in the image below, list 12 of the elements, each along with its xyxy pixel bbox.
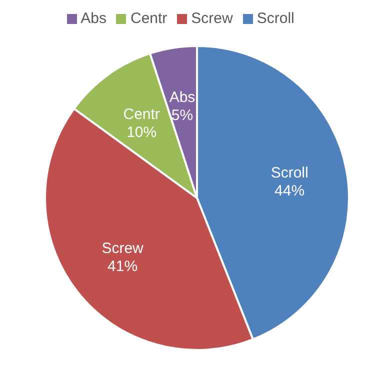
slice-label: Centr — [123, 106, 160, 123]
data-label: 44% — [274, 182, 305, 200]
legend-label: Centr — [130, 10, 168, 27]
legend-label: Abs — [80, 10, 106, 27]
legend-label: Scroll — [256, 10, 294, 27]
data-label: 10% — [126, 124, 157, 141]
slice-label: Abs — [169, 88, 196, 106]
data-label: 5% — [171, 106, 194, 124]
slice-label: Screw — [102, 240, 144, 257]
legend-label: Screw — [191, 10, 233, 27]
data-label: 41% — [108, 258, 138, 275]
slice-label: Scroll — [270, 164, 308, 182]
